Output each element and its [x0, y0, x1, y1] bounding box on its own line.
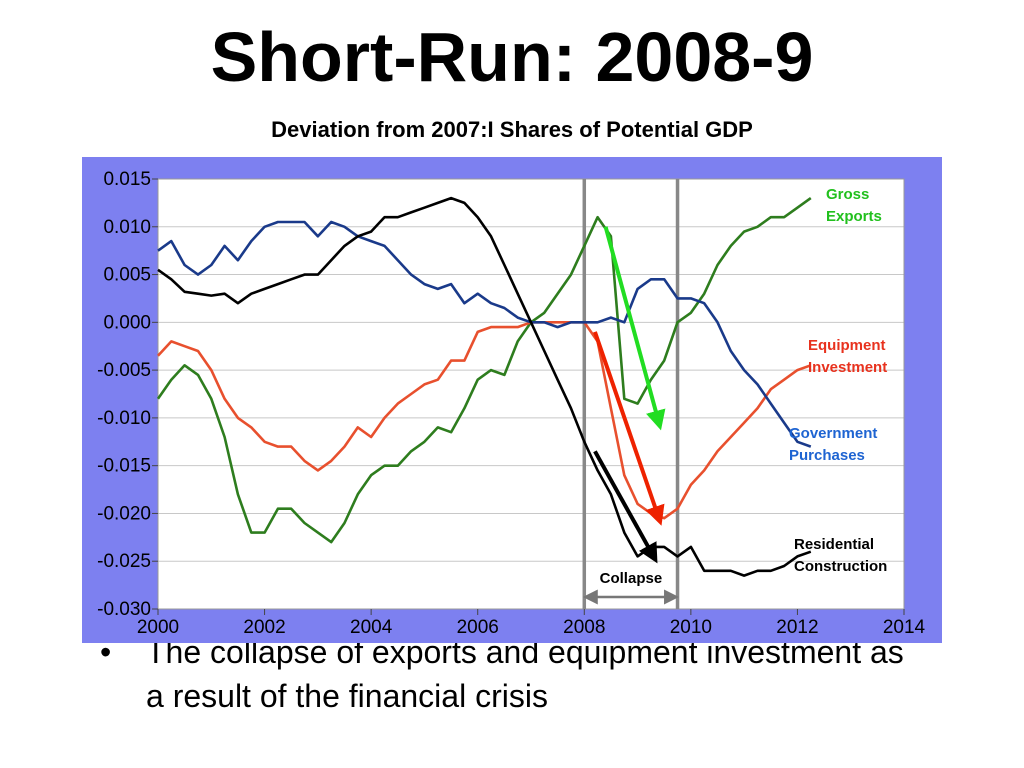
x-tick-label: 2014 — [883, 617, 926, 638]
axis-ticks: 0.015 0.010 0.005 0.000 -0.005 -0.010 -0.015 -0… — [97, 169, 925, 638]
series-label-line: Investment — [808, 359, 887, 376]
series-label-line: Gross — [826, 186, 869, 203]
series-label-line: Exports — [826, 208, 882, 225]
x-tick-label: 2008 — [563, 617, 605, 638]
x-tick-label: 2012 — [776, 617, 818, 638]
series-label-line: Residential — [794, 536, 874, 553]
trend-arrows — [593, 226, 666, 564]
series-label-line: Construction — [794, 558, 887, 575]
x-tick-label: 2004 — [350, 617, 393, 638]
y-tick-label: -0.015 — [97, 456, 151, 477]
series-label-residential-construction: Residential Construction — [794, 536, 887, 575]
x-tick-label: 2000 — [137, 617, 179, 638]
series-line-residential-construction — [157, 196, 812, 577]
annotation-label: Collapse — [600, 570, 663, 587]
plot-border — [157, 178, 905, 610]
series-label-line: Purchases — [789, 447, 865, 464]
trend-arrow — [593, 450, 658, 564]
y-tick-label: -0.030 — [97, 599, 151, 620]
y-tick-label: 0.000 — [103, 312, 151, 333]
series-lines — [156, 196, 812, 577]
y-tick-label: -0.025 — [97, 551, 151, 572]
x-tick-label: 2006 — [457, 617, 499, 638]
trend-arrow — [593, 331, 665, 526]
series-line-equipment-investment — [157, 321, 812, 520]
y-tick-label: -0.020 — [97, 503, 151, 524]
chart-title: Deviation from 2007:I Shares of Potentia… — [271, 117, 753, 142]
x-tick-label: 2010 — [670, 617, 712, 638]
series-label-line: Government — [789, 425, 877, 442]
slide-title: Short-Run: 2008-9 — [210, 18, 814, 96]
y-tick-label: -0.010 — [97, 408, 151, 429]
y-tick-label: 0.015 — [103, 169, 151, 190]
line-chart: 0.015 0.010 0.005 0.000 -0.005 -0.010 -0.015 -0… — [97, 169, 925, 638]
series-label-government-purchases: Government Purchases — [789, 425, 877, 464]
bullet-marker: • — [100, 634, 112, 670]
plot-area — [158, 179, 904, 609]
y-tick-label: 0.010 — [103, 217, 151, 238]
series-label-line: Equipment — [808, 337, 886, 354]
y-tick-label: 0.005 — [103, 265, 151, 286]
y-tick-label: -0.005 — [97, 360, 151, 381]
x-tick-label: 2002 — [243, 617, 285, 638]
series-line-government-purchases — [157, 220, 812, 448]
series-label-gross-exports: Gross Exports — [826, 186, 882, 225]
trend-arrow — [603, 226, 666, 431]
bullet-text: The collapse of exports and equipment in… — [146, 634, 904, 714]
series-line-gross-exports — [156, 197, 812, 544]
vertical-markers — [582, 179, 680, 609]
series-label-equipment-investment: Equipment Investment — [808, 337, 887, 376]
collapse-annotation: Collapse — [582, 570, 680, 605]
chart-panel: 0.015 0.010 0.005 0.000 -0.005 -0.010 -0.015 -0… — [82, 157, 942, 643]
